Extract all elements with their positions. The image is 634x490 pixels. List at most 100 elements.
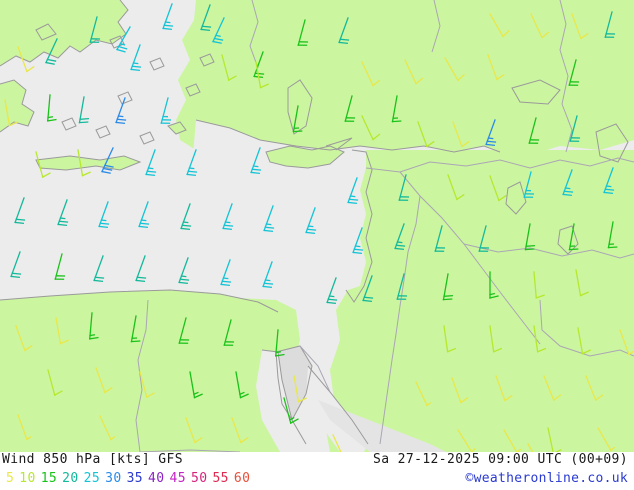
wind-barb	[527, 443, 542, 452]
wind-barb	[235, 371, 249, 399]
wind-barb	[55, 317, 69, 345]
wind-barb	[10, 251, 22, 279]
wind-barb	[457, 429, 476, 452]
legend-tick-25: 25	[83, 471, 101, 486]
wind-barb	[17, 46, 35, 73]
wind-barb	[305, 207, 317, 235]
wind-barb	[391, 95, 402, 123]
wind-barb	[57, 199, 69, 227]
wind-barb	[186, 149, 198, 177]
wind-barb	[434, 225, 446, 252]
wind-barb	[533, 325, 547, 353]
wind-barb	[115, 97, 127, 125]
legend-tick-60: 60	[233, 471, 251, 486]
legend-tick-30: 30	[105, 471, 122, 486]
legend-tick-15: 15	[40, 471, 58, 486]
wind-barb	[326, 277, 338, 305]
wind-barb	[442, 273, 453, 301]
wind-barb	[35, 151, 51, 178]
wind-barb	[503, 429, 522, 452]
wind-barb	[585, 375, 604, 402]
wind-barb	[14, 197, 26, 225]
wind-barb	[344, 95, 356, 122]
wind-barb	[4, 99, 18, 127]
wind-barb	[160, 97, 172, 124]
parameter-title: Wind 850 hPa [kts] GFS	[2, 452, 183, 467]
wind-barb	[452, 121, 470, 148]
wind-barb	[139, 371, 155, 398]
wind-barb	[489, 325, 503, 353]
wind-barb	[443, 325, 457, 353]
wind-barb	[101, 147, 114, 174]
wind-barb	[487, 54, 505, 81]
wind-barb	[250, 147, 262, 175]
wind-barb	[562, 169, 574, 197]
wind-barb	[138, 201, 150, 229]
wind-barb	[597, 427, 616, 452]
wind-barb	[255, 61, 269, 89]
wind-barb	[489, 13, 510, 38]
wind-barb	[604, 11, 616, 38]
wind-barb	[338, 17, 350, 45]
wind-barb-layer	[4, 3, 634, 452]
wind-barb	[547, 427, 562, 452]
legend-tick-35: 35	[126, 471, 144, 486]
wind-barb	[145, 149, 157, 177]
wind-barb	[263, 205, 275, 233]
wind-barb	[524, 223, 535, 251]
wind-barb	[185, 417, 203, 444]
wind-barb	[417, 121, 435, 148]
wind-barb	[89, 16, 101, 43]
map-canvas[interactable]	[0, 0, 634, 452]
wind-barb	[297, 19, 309, 46]
wind-barb	[404, 59, 424, 85]
wind-barb	[603, 167, 615, 195]
copyright-link[interactable]: ©weatheronline.co.uk	[465, 471, 628, 486]
wind-barb	[220, 259, 232, 287]
wind-barb	[95, 367, 113, 394]
wind-barb	[162, 3, 174, 31]
wind-barb	[451, 377, 469, 404]
wind-barb	[523, 171, 535, 198]
wind-barb	[396, 273, 408, 300]
wind-barb	[200, 4, 212, 32]
wind-barb	[221, 54, 237, 81]
wind-barb	[45, 38, 58, 65]
wind-barb	[444, 57, 465, 82]
wind-barb	[212, 17, 225, 44]
wind-barb	[577, 327, 591, 355]
wind-barb	[489, 175, 507, 202]
legend-tick-45: 45	[169, 471, 186, 486]
wind-barb	[485, 119, 497, 147]
wind-barb	[533, 271, 545, 299]
wind-barb	[283, 397, 299, 424]
wind-barb	[116, 26, 131, 53]
wind-barb	[607, 221, 618, 249]
wind-barb	[569, 115, 581, 142]
legend-tick-20: 20	[62, 471, 79, 486]
legend-tick-50: 50	[190, 471, 208, 486]
wind-barb	[362, 275, 374, 303]
map-vector-layer	[0, 0, 634, 452]
legend-tick-40: 40	[148, 471, 165, 486]
wind-barb	[54, 253, 66, 280]
wind-barb	[135, 255, 147, 283]
wind-speed-legend: 5 10 15 20 25 30 35 40 45 50 55 60	[6, 471, 255, 486]
wind-barb	[98, 201, 110, 229]
wind-barb	[478, 225, 490, 252]
wind-barb	[575, 269, 589, 297]
wind-barb	[530, 13, 550, 39]
wind-barb	[180, 203, 192, 231]
wind-barb	[223, 319, 235, 346]
wind-barb	[447, 174, 465, 201]
wind-barb	[495, 375, 513, 402]
wind-barb	[292, 105, 303, 133]
wind-barb	[347, 177, 359, 205]
wind-barb	[178, 317, 190, 344]
wind-barb	[489, 271, 499, 299]
land-layer	[0, 0, 634, 452]
wind-barb	[130, 315, 141, 343]
wind-barb	[46, 94, 57, 122]
legend-tick-10: 10	[19, 471, 36, 486]
